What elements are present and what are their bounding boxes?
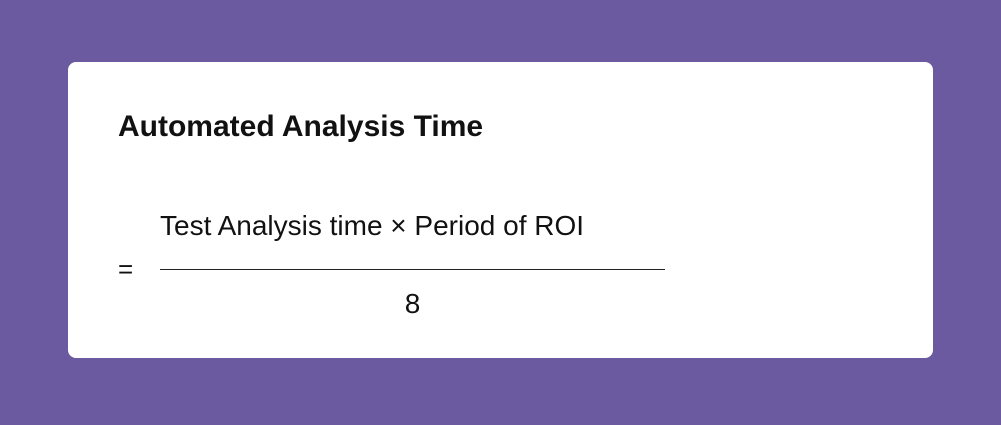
formula-title: Automated Analysis Time — [118, 110, 484, 143]
numerator: Test Analysis time × Period of ROI — [160, 210, 585, 241]
equals-sign: = — [118, 254, 134, 284]
formula-card: Automated Analysis Time = Test Analysis … — [68, 62, 933, 358]
denominator: 8 — [404, 288, 421, 319]
fraction-bar — [160, 269, 665, 270]
